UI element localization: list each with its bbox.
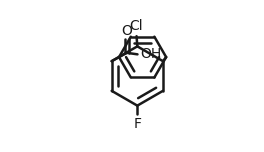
Text: O: O	[121, 24, 132, 38]
Text: Cl: Cl	[130, 19, 143, 33]
Text: OH: OH	[140, 47, 161, 61]
Text: F: F	[133, 117, 141, 131]
